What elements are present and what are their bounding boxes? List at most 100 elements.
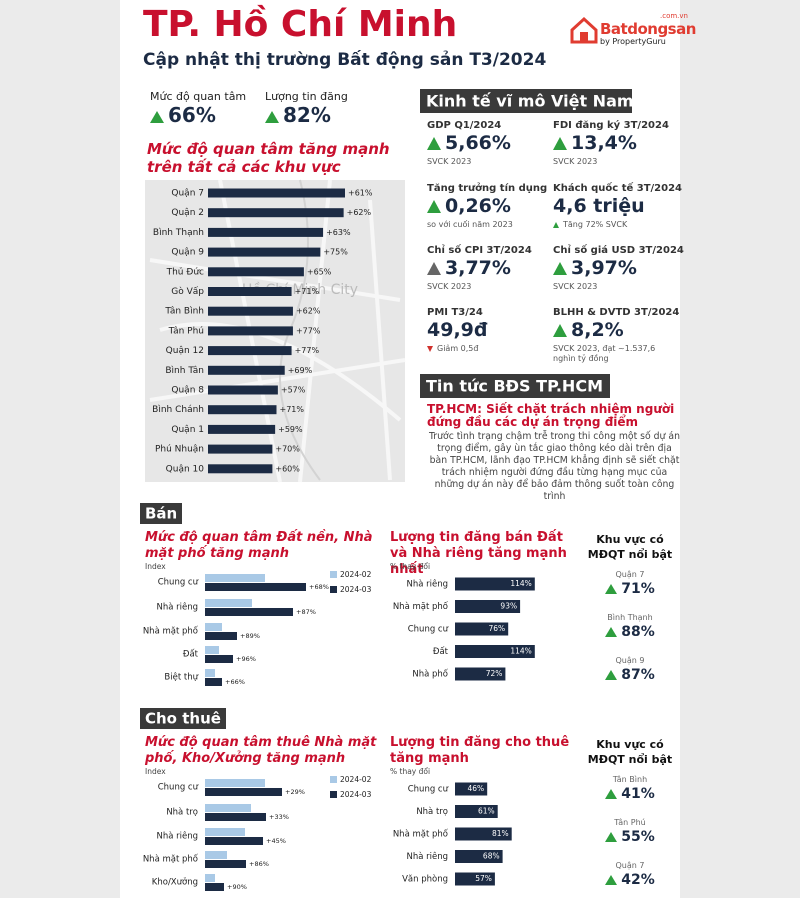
page-title: TP. Hồ Chí Minh — [143, 4, 458, 45]
macro-value: 4,6 triệu — [553, 195, 645, 217]
bar — [455, 827, 512, 841]
change-label: +77% — [296, 326, 321, 335]
change-label: +87% — [296, 608, 316, 616]
logo-door — [580, 32, 588, 42]
trend-arrow — [605, 670, 618, 680]
trend-arrow — [265, 110, 279, 123]
change-label: +65% — [307, 267, 332, 276]
category-label: Nhà riêng — [156, 602, 198, 613]
category-label: Phú Nhuận — [155, 445, 204, 455]
bar — [208, 208, 344, 218]
category-label: Bình Chánh — [152, 405, 204, 415]
value-label: 72% — [486, 669, 503, 678]
macro-title-bg — [420, 89, 632, 113]
trend-arrow — [427, 262, 441, 275]
logo-name: Batdongsan — [600, 20, 696, 38]
category-label: Văn phòng — [402, 874, 448, 885]
macro-value: 13,4% — [553, 132, 637, 154]
category-label: Nhà mặt phố — [393, 601, 449, 612]
summary-label: Lượng tin đăng — [265, 90, 348, 103]
value-label: 76% — [489, 624, 506, 633]
axis-label: % thay đổi — [390, 562, 431, 571]
legend-label: 2024-03 — [340, 585, 372, 594]
region-value-text: 88% — [621, 624, 655, 640]
trend-arrow — [605, 875, 618, 885]
macro-note: SVCK 2023 — [553, 282, 673, 292]
macro-note: SVCK 2023 — [427, 282, 547, 292]
legend-label: 2024-03 — [340, 790, 372, 799]
macro-note: SVCK 2023 — [553, 157, 673, 167]
change-label: +90% — [227, 883, 247, 891]
category-label: Đất — [183, 649, 199, 660]
macro-note-text: SVCK 2023 — [553, 282, 598, 291]
bar — [455, 622, 509, 636]
region-value-text: 55% — [621, 829, 655, 845]
bar — [205, 788, 282, 796]
macro-note-text: SVCK 2023 — [427, 282, 472, 291]
legend-swatch — [330, 586, 337, 593]
trend-arrow — [605, 789, 618, 799]
region-value: 55% — [585, 829, 675, 845]
bar — [455, 577, 535, 591]
category-label: Tân Bình — [164, 307, 204, 317]
logo-domain: .com.vn — [660, 12, 688, 20]
region-name: Tân Phú — [614, 818, 646, 827]
change-label: +60% — [275, 464, 300, 473]
region-value: 88% — [585, 624, 675, 640]
macro-value: 0,26% — [427, 195, 511, 217]
change-label: +29% — [285, 788, 305, 796]
bar — [208, 464, 273, 474]
bar — [205, 655, 233, 663]
bar — [205, 828, 245, 836]
region-value-text: 41% — [621, 786, 655, 802]
bar — [208, 287, 292, 296]
trend-arrow — [150, 110, 164, 123]
bar — [205, 851, 227, 859]
macro-label: Khách quốc tế 3T/2024 — [553, 183, 683, 194]
news-headline: TP.HCM: Siết chặt trách nhiệm người đứng… — [427, 402, 675, 429]
region-value: 41% — [585, 786, 675, 802]
category-label: Quận 9 — [171, 248, 204, 258]
bar — [208, 326, 293, 336]
trend-arrow — [427, 345, 433, 352]
macro-note: so với cuối năm 2023 — [427, 220, 547, 230]
change-label: +68% — [309, 583, 329, 591]
category-label: Nhà mặt phố — [393, 829, 449, 840]
macro-label: BLHH & DVTD 3T/2024 — [553, 307, 680, 318]
highlight-title: Khu vực có MĐQT nổi bật — [587, 533, 673, 561]
bar — [205, 669, 215, 677]
category-label: Nhà mặt phố — [143, 854, 199, 865]
category-label: Quận 1 — [171, 425, 204, 435]
summary-value: 82% — [265, 103, 331, 127]
region-value-text: 71% — [621, 581, 655, 597]
region-name: Quận 9 — [615, 656, 645, 665]
change-label: +89% — [240, 632, 260, 640]
value-label: 93% — [500, 602, 517, 611]
trend-arrow — [605, 627, 618, 637]
bar — [208, 424, 276, 434]
category-label: Chung cư — [158, 783, 199, 793]
legend-label: 2024-02 — [340, 570, 372, 579]
legend-swatch — [330, 791, 337, 798]
macro-value: 49,9đ — [427, 319, 487, 341]
bar — [205, 632, 237, 640]
macro-label: Chỉ số CPI 3T/2024 — [427, 245, 532, 256]
value-label: 114% — [510, 647, 531, 656]
bar — [208, 405, 277, 415]
region-value-text: 87% — [621, 667, 655, 683]
section-title-bg — [140, 708, 226, 729]
bar — [455, 850, 503, 863]
chart-title: Mức độ quan tâm Đất nền, Nhà mặt phố tăn… — [145, 530, 373, 561]
page-subtitle: Cập nhật thị trường Bất động sản T3/2024 — [143, 50, 547, 70]
bar — [208, 365, 285, 375]
change-label: +45% — [266, 837, 286, 845]
section-title-bg — [140, 503, 182, 524]
category-label: Nhà trọ — [416, 807, 448, 817]
trend-arrow — [605, 832, 618, 842]
highlight-title: Khu vực có MĐQT nổi bật — [587, 738, 673, 766]
macro-value-text: 49,9đ — [427, 319, 488, 341]
macro-note-text: Giảm 0,5đ — [437, 344, 479, 353]
news-title-bg — [420, 374, 610, 398]
region-name: Bình Thạnh — [607, 613, 653, 622]
bar — [455, 805, 498, 818]
